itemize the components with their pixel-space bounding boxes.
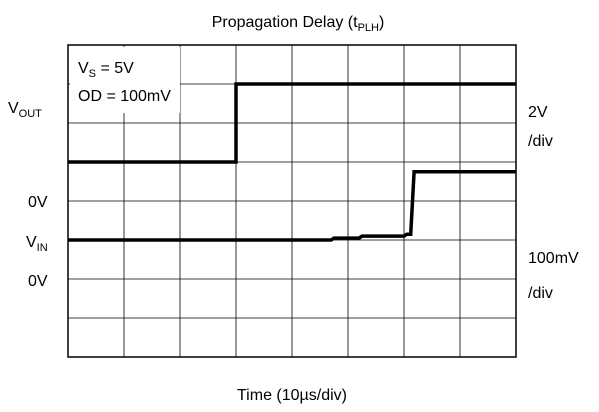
- overdrive-label: OD = 100mV: [78, 88, 171, 105]
- vout-div-label: /div: [528, 133, 553, 150]
- vin-scale-label: 100mV: [528, 250, 579, 267]
- chart-title: Propagation Delay (tPLH): [212, 14, 385, 34]
- vout-scale-label: 2V: [528, 104, 548, 121]
- vin-label: VIN: [26, 234, 48, 254]
- x-axis-label: Time (10µs/div): [237, 387, 347, 404]
- plot-frame: [67, 44, 517, 358]
- vout-label: VOUT: [8, 100, 42, 120]
- supply-voltage-label: VS = 5V: [78, 60, 134, 80]
- vout-trace: [68, 170, 516, 242]
- vin-zero-label: 0V: [28, 273, 48, 290]
- vin-trace: [68, 82, 516, 164]
- vin-div-label: /div: [528, 285, 553, 302]
- conditions-box: [70, 47, 180, 113]
- vout-zero-label: 0V: [28, 194, 48, 211]
